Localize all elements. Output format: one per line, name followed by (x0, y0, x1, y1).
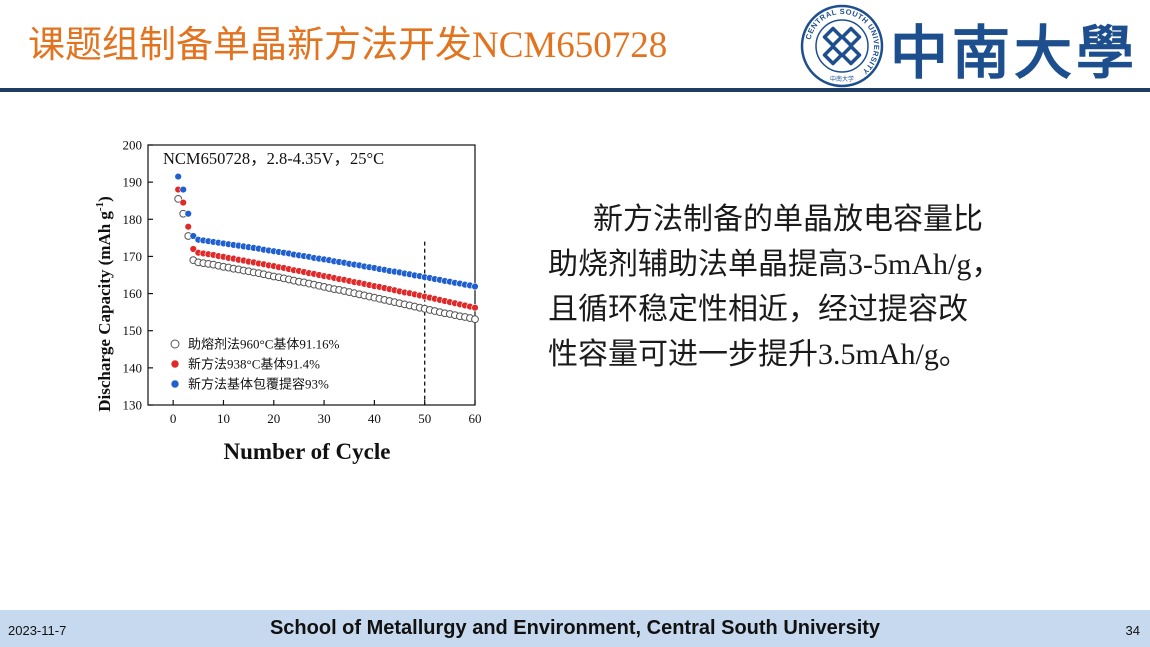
summary-text: 新方法制备的单晶放电容量比 助烧剂辅助法单晶提高3-5mAh/g， 且循环稳定性… (548, 197, 1068, 377)
y-axis-label-close: ) (95, 196, 114, 202)
summary-line-4-text: 性容量可进一步提升 (548, 337, 818, 372)
summary-line-4-value: 3.5mAh/g。 (818, 338, 969, 371)
data-point (174, 172, 182, 181)
legend-marker (170, 379, 180, 389)
y-tick-label: 150 (123, 323, 143, 338)
y-tick-label: 170 (123, 249, 143, 264)
x-axis-label: Number of Cycle (224, 439, 391, 464)
y-axis-label-main: Discharge Capacity (mAh g (95, 211, 114, 412)
summary-line-2-text: 助烧剂辅助法单晶提高 (548, 247, 848, 282)
data-point (471, 303, 479, 312)
y-tick-label: 190 (123, 175, 143, 190)
series-3-points (174, 172, 479, 291)
data-point (471, 315, 479, 324)
slide-title: 课题组制备单晶新方法开发NCM650728 (28, 14, 667, 68)
summary-line-1: 新方法制备的单晶放电容量比 (593, 202, 983, 237)
data-point (184, 210, 192, 218)
footer-date: 2023-11-7 (8, 623, 67, 638)
capacity-cycle-chart: 0 10 20 30 40 50 60 130 140 150 160 170 180 190 200 NC… (94, 138, 482, 465)
y-axis-label-exponent: -1 (94, 202, 106, 211)
data-point (471, 282, 479, 291)
y-tick-label: 200 (123, 138, 143, 153)
chart-legend: 助熔剂法960°C基体91.16% 新方法938°C基体91.4% 新方法基体包覆提… (170, 337, 340, 392)
plot-frame (147, 144, 476, 406)
chart-points (174, 172, 479, 324)
y-axis-label: Discharge Capacity (mAh g-1) (94, 196, 114, 412)
x-tick-label: 20 (267, 411, 280, 426)
university-name: 中南大學 (890, 19, 1139, 87)
summary-line-2-value: 3-5mAh/g， (848, 248, 1002, 281)
slide-title-sample-code: NCM650728 (472, 25, 668, 66)
legend-label: 助熔剂法960°C基体91.16% (188, 337, 340, 352)
university-seal-icon: CENTRAL SOUTH UNIVERSITY 中南大学 (800, 4, 884, 88)
data-point (174, 194, 183, 203)
y-tick-label: 180 (123, 212, 143, 227)
data-point (184, 223, 192, 231)
footer-bar: 2023-11-7 School of Metallurgy and Envir… (0, 610, 1150, 647)
x-tick-label: 30 (318, 411, 331, 426)
seal-bottom-text: 中南大学 (830, 75, 854, 83)
chart-title: NCM650728，2.8-4.35V，25°C (163, 149, 384, 168)
y-tick-label: 160 (123, 286, 143, 301)
footer-page-number: 34 (1125, 623, 1140, 638)
summary-line-2: 助烧剂辅助法单晶提高3-5mAh/g， (548, 242, 1068, 287)
legend-marker (170, 359, 180, 369)
x-tick-label: 40 (368, 411, 381, 426)
x-tick-label: 0 (170, 411, 177, 426)
summary-line-3: 且循环稳定性相近，经过提容改 (548, 292, 968, 327)
slide-title-chinese: 课题组制备单晶新方法开发 (28, 23, 472, 66)
legend-label: 新方法938°C基体91.4% (188, 357, 320, 372)
legend-label: 新方法基体包覆提容93% (188, 377, 329, 392)
footer-school-name: School of Metallurgy and Environment, Ce… (269, 617, 881, 639)
x-tick-label: 10 (217, 411, 230, 426)
x-tick-label: 50 (418, 411, 431, 426)
x-tick-label: 60 (469, 411, 482, 426)
series-1-points (174, 194, 479, 324)
summary-line-4: 性容量可进一步提升3.5mAh/g。 (548, 332, 1068, 377)
data-point (189, 232, 197, 240)
data-point (189, 245, 197, 253)
y-tick-label: 140 (123, 360, 143, 375)
chart-ticks: 0 10 20 30 40 50 60 130 140 150 160 170 180 190 200 (123, 138, 482, 427)
data-point (179, 198, 187, 207)
chart-axes (147, 144, 476, 406)
series-2-points (174, 185, 479, 312)
y-tick-label: 130 (123, 398, 143, 413)
data-point (179, 185, 187, 194)
legend-marker (170, 339, 180, 349)
header-divider (0, 88, 1150, 92)
